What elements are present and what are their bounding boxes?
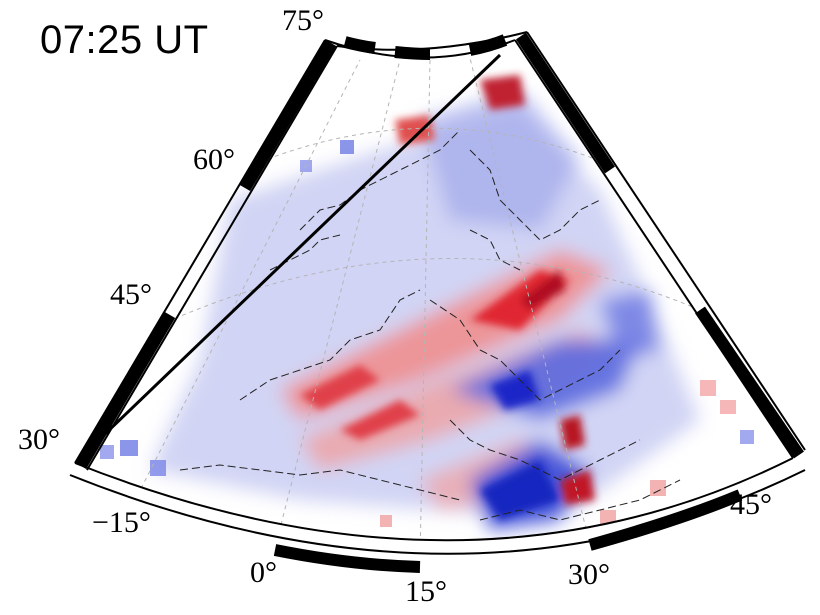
lat-tick-30: 30° [18, 423, 60, 456]
great-circle-line [78, 53, 502, 460]
lon-tick-minus15: −15° [92, 506, 151, 539]
lat-tick-45: 45° [110, 278, 152, 311]
lon-tick-30: 30° [568, 558, 610, 591]
lat-tick-60: 60° [193, 143, 235, 176]
lat-tick-75: 75° [282, 4, 324, 37]
time-label: 07:25 UT [40, 18, 209, 62]
lon-tick-0: 0° [250, 556, 277, 589]
graticule [129, 57, 701, 541]
frame-ticks [75, 32, 804, 573]
lon-tick-15: 15° [405, 575, 447, 608]
lon-tick-45: 45° [730, 488, 772, 521]
